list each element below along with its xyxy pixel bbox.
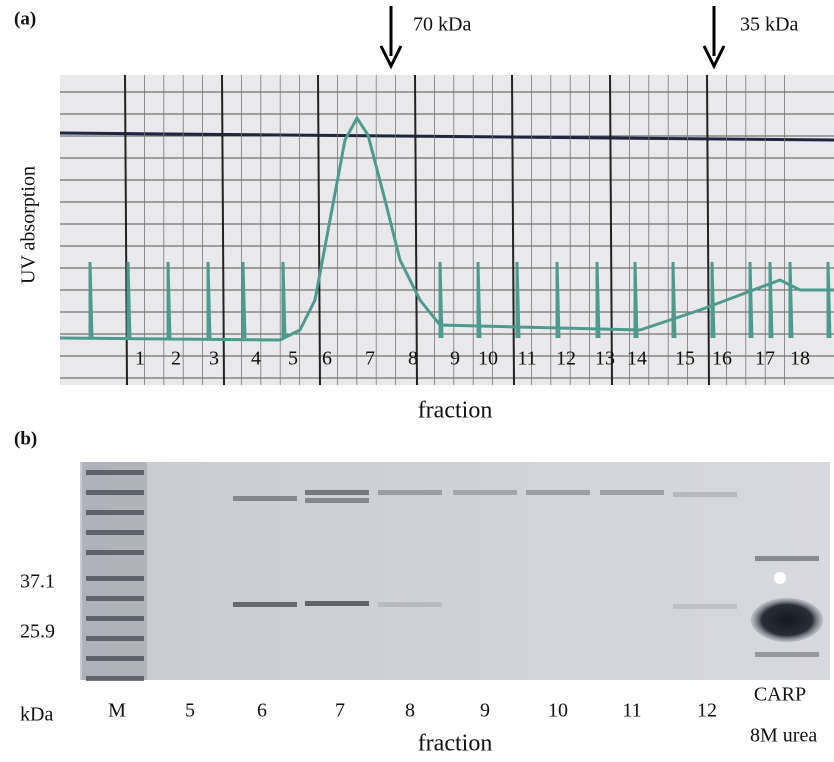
band	[86, 550, 144, 555]
lane-note: 8M urea	[750, 725, 817, 747]
band	[305, 490, 369, 495]
lane-label: 11	[622, 700, 641, 722]
arrow-label: 35 kDa	[740, 14, 798, 36]
band	[233, 496, 297, 501]
band	[86, 490, 144, 495]
band	[600, 490, 664, 495]
y-axis-label: UV absorption	[18, 166, 40, 284]
fraction-label: 1	[135, 348, 145, 370]
fraction-label: 7	[365, 348, 375, 370]
lane-label: 9	[480, 700, 490, 722]
fraction-label: 9	[450, 348, 460, 370]
band	[86, 656, 144, 661]
fraction-label: 2	[171, 348, 181, 370]
uv-trace	[59, 115, 834, 342]
x-axis-label: fraction	[418, 398, 493, 424]
band	[233, 602, 297, 607]
x-axis-label: fraction	[418, 731, 493, 757]
lane-label: 12	[697, 700, 717, 722]
band	[86, 596, 144, 601]
lane-label: CARP	[754, 684, 806, 706]
grid-line	[609, 74, 613, 386]
lane-label: 10	[548, 700, 568, 722]
fraction-label: 6	[322, 348, 332, 370]
band	[86, 470, 144, 475]
panel-label: (a)	[14, 8, 36, 29]
band	[86, 576, 144, 581]
fraction-label: 17	[755, 348, 775, 370]
arrow-label: 70 kDa	[413, 14, 471, 36]
fraction-label: 4	[251, 348, 261, 370]
band	[378, 490, 442, 495]
unit-label: kDa	[20, 704, 53, 726]
band	[86, 616, 144, 621]
grid-line	[59, 131, 834, 142]
fraction-label: 16	[712, 348, 732, 370]
marker-lane	[82, 462, 147, 680]
fraction-label: 18	[790, 348, 810, 370]
band	[86, 510, 144, 515]
chart-paper	[60, 75, 834, 385]
fraction-label: 8	[408, 348, 418, 370]
band	[86, 530, 144, 535]
band	[673, 604, 737, 609]
fraction-label: 10	[478, 348, 498, 370]
panel-label: (b)	[14, 428, 37, 449]
fraction-label: 12	[556, 348, 576, 370]
fraction-label: 14	[627, 348, 647, 370]
lane-label: 7	[335, 700, 345, 722]
grid-line	[706, 74, 710, 386]
fraction-label: 3	[209, 348, 219, 370]
grid-line	[221, 74, 225, 386]
marker-label: 25.9	[20, 621, 55, 643]
band	[305, 601, 369, 606]
band	[378, 602, 442, 607]
grid-line	[317, 74, 321, 386]
lane-labels: M 5 6 7 8 9 10 11 12 CARP	[108, 684, 806, 722]
fraction-label: 5	[288, 348, 298, 370]
gel-bands	[86, 470, 819, 681]
carp-band	[751, 598, 823, 642]
fraction-label: 13	[595, 348, 615, 370]
grid-line	[414, 74, 418, 386]
band	[673, 492, 737, 497]
grid-line	[511, 74, 515, 386]
lane-label: 6	[257, 700, 267, 722]
marker-label: 37.1	[20, 571, 55, 593]
band	[305, 498, 369, 503]
lane-label: M	[108, 700, 126, 722]
band	[755, 556, 819, 561]
gel-spot	[774, 572, 786, 584]
fraction-labels: 1 2 3 4 5 6 7 8 9 10 11 12 13 14 15 16 17 18	[135, 348, 810, 370]
gel	[80, 462, 830, 680]
lane-label: 5	[185, 700, 195, 722]
fraction-label: 11	[517, 348, 536, 370]
band	[526, 490, 590, 495]
band	[453, 490, 517, 495]
lane-label: 8	[405, 700, 415, 722]
band	[755, 652, 819, 657]
arrow	[379, 6, 726, 70]
fraction-label: 15	[675, 348, 695, 370]
band	[86, 676, 144, 681]
band	[86, 636, 144, 641]
